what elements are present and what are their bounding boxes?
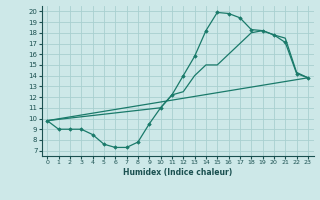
X-axis label: Humidex (Indice chaleur): Humidex (Indice chaleur)	[123, 168, 232, 177]
